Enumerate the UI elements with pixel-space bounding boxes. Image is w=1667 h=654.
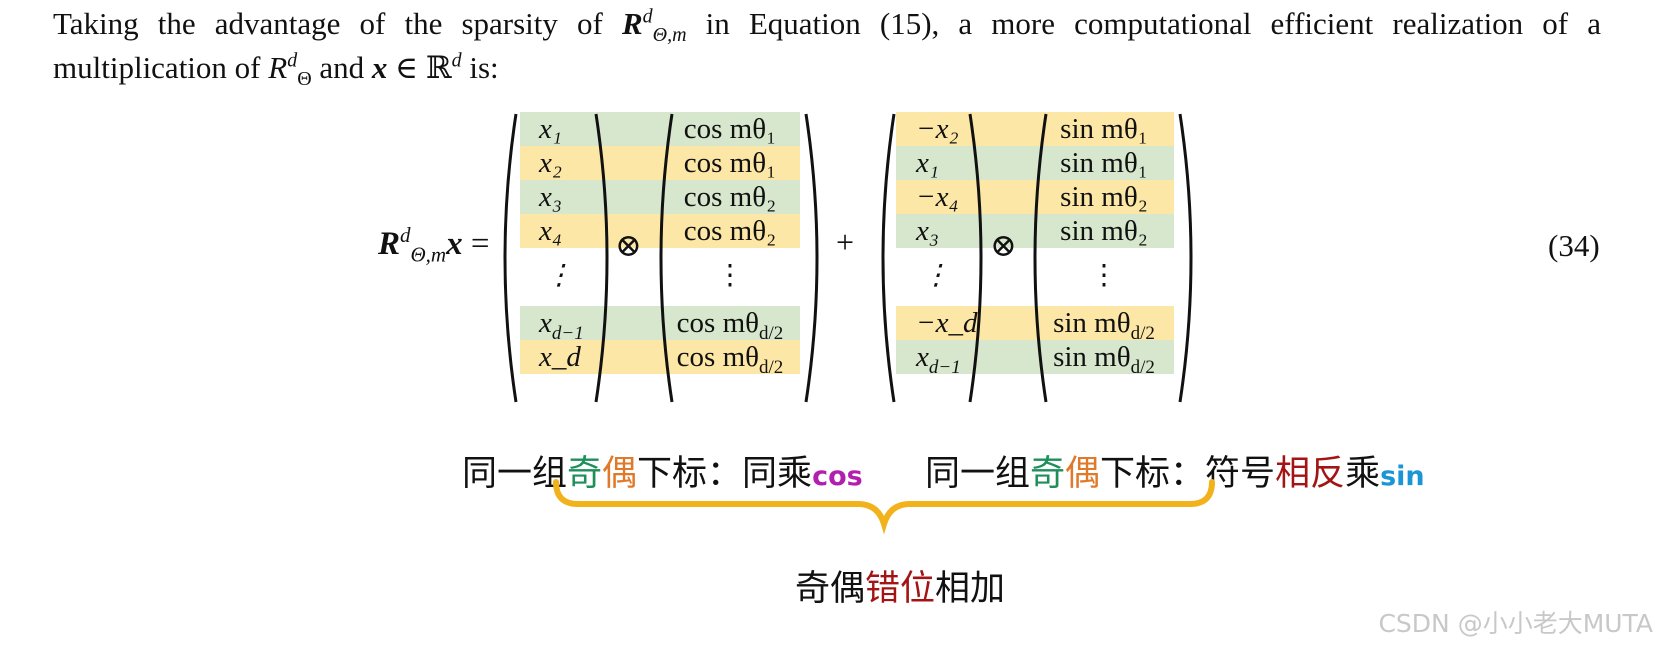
caption-even: 偶 xyxy=(602,454,638,494)
watermark: CSDN @小小老大MUTA xyxy=(1378,609,1653,638)
matrix-cell: sin mθ₂ xyxy=(1034,180,1174,214)
equation-lhs: RdΘ,mx = xyxy=(378,223,490,266)
caption-even: 偶 xyxy=(1065,454,1101,494)
curly-brace xyxy=(553,479,1215,535)
paren-right-4 xyxy=(1178,113,1193,403)
caption-text: 同一组 xyxy=(462,454,568,494)
sub-theta: Θ xyxy=(297,68,312,91)
caption-text: 下标：同乘 xyxy=(637,454,813,494)
paren-right-1 xyxy=(594,113,609,403)
matrix-cell: ⋮ xyxy=(1090,260,1118,291)
paren-left-4 xyxy=(1033,113,1048,403)
paragraph-text: is: xyxy=(461,50,499,85)
symbol-R-bold: R xyxy=(378,226,401,262)
matrix-cell: cos mθ₁ xyxy=(660,146,800,180)
paragraph-text: ∈ ℝ xyxy=(387,50,452,85)
intro-paragraph: Taking the advantage of the sparsity of … xyxy=(53,2,1601,90)
caption-opposite: 相反 xyxy=(1275,454,1346,494)
sub-theta-m: Θ,m xyxy=(652,24,687,47)
caption-odd: 奇 xyxy=(1030,454,1066,494)
matrix-cell: ⋮ xyxy=(922,260,950,291)
symbol-R: R xyxy=(268,50,288,85)
paragraph-line-2: multiplication of RdΘ and x ∈ ℝd is: xyxy=(53,46,1601,90)
sub-theta-m: Θ,m xyxy=(410,242,447,267)
sup-d: d xyxy=(400,223,411,247)
matrix-cell: −x₂ xyxy=(896,112,1034,146)
otimes-operator-2: ⊗ xyxy=(990,227,1017,263)
matrix-cell: cos mθ₁ xyxy=(660,112,800,146)
matrix-cell: cos mθd/2 xyxy=(660,306,800,344)
caption-shift: 错位 xyxy=(865,569,936,609)
matrix-cell: cos mθ₂ xyxy=(660,180,800,214)
paragraph-text: Taking the advantage of the sparsity of xyxy=(53,6,622,41)
matrix-cell: −x₄ xyxy=(896,180,1034,214)
symbol-x-bold: x xyxy=(371,50,388,85)
matrix-cell: x_d xyxy=(520,340,660,374)
otimes-operator-1: ⊗ xyxy=(615,227,642,263)
sup-d: d xyxy=(451,49,462,72)
matrix-cell: x₃ xyxy=(896,214,1034,248)
caption-left: 同一组奇偶下标：同乘cos xyxy=(462,445,863,496)
paragraph-text: and xyxy=(311,50,372,85)
equals-sign: = xyxy=(470,226,490,262)
matrix-cell: x₄ xyxy=(520,214,660,248)
matrix-cell: sin mθd/2 xyxy=(1034,340,1174,378)
matrix-cell: sin mθ₁ xyxy=(1034,146,1174,180)
matrix-cell: sin mθ₁ xyxy=(1034,112,1174,146)
symbol-x-bold: x xyxy=(446,226,463,262)
symbol-R-bold: R xyxy=(621,6,643,41)
matrix-cell: cos mθd/2 xyxy=(660,340,800,378)
matrix-cell: sin mθd/2 xyxy=(1034,306,1174,344)
matrix-cell: cos mθ₂ xyxy=(660,214,800,248)
caption-text: 同一组 xyxy=(925,454,1031,494)
sup-d: d xyxy=(287,49,298,72)
equation-number: (34) xyxy=(1548,228,1600,263)
paren-right-2 xyxy=(804,113,819,403)
matrix-cell: x₁ xyxy=(896,146,1034,180)
paragraph-text: in Equation (15), a more computational e… xyxy=(686,6,1601,41)
matrix-cell: sin mθ₂ xyxy=(1034,214,1174,248)
paragraph-line-1: Taking the advantage of the sparsity of … xyxy=(53,2,1601,46)
matrix-cell: x₁ xyxy=(520,112,660,146)
matrix-cell: xd−1 xyxy=(896,340,1034,378)
matrix-cell: ⋮ xyxy=(716,260,744,291)
caption-sin: sin xyxy=(1380,461,1425,492)
matrix-cell: x₂ xyxy=(520,146,660,180)
matrix-cell: ⋮ xyxy=(545,260,573,291)
caption-bottom: 奇偶错位相加 xyxy=(795,560,1005,611)
caption-cos: cos xyxy=(812,461,863,492)
matrix-cell: xd−1 xyxy=(520,306,660,344)
caption-text: 相加 xyxy=(935,569,1006,609)
sup-d: d xyxy=(642,5,653,28)
matrix-cell: −x_d xyxy=(896,306,1034,340)
matrix-cell: x₃ xyxy=(520,180,660,214)
plus-operator: + xyxy=(836,224,855,260)
paren-right-3 xyxy=(968,113,983,403)
paren-left-3 xyxy=(881,113,896,403)
matrix-parentheses xyxy=(503,113,1193,403)
caption-text: 奇偶 xyxy=(795,569,866,609)
caption-text: 乘 xyxy=(1345,454,1381,494)
paren-left-1 xyxy=(503,113,518,403)
paragraph-text: multiplication of xyxy=(53,50,269,85)
paren-left-2 xyxy=(659,113,674,403)
caption-odd: 奇 xyxy=(567,454,603,494)
equation-34: RdΘ,mx = x₁ x₂ x₃ x₄ ⋮ xd−1 x_d cos mθ₁ cos mθ₁… xyxy=(0,108,1667,408)
caption-text: 下标：符号 xyxy=(1100,454,1276,494)
caption-right: 同一组奇偶下标：符号相反乘sin xyxy=(925,445,1425,496)
